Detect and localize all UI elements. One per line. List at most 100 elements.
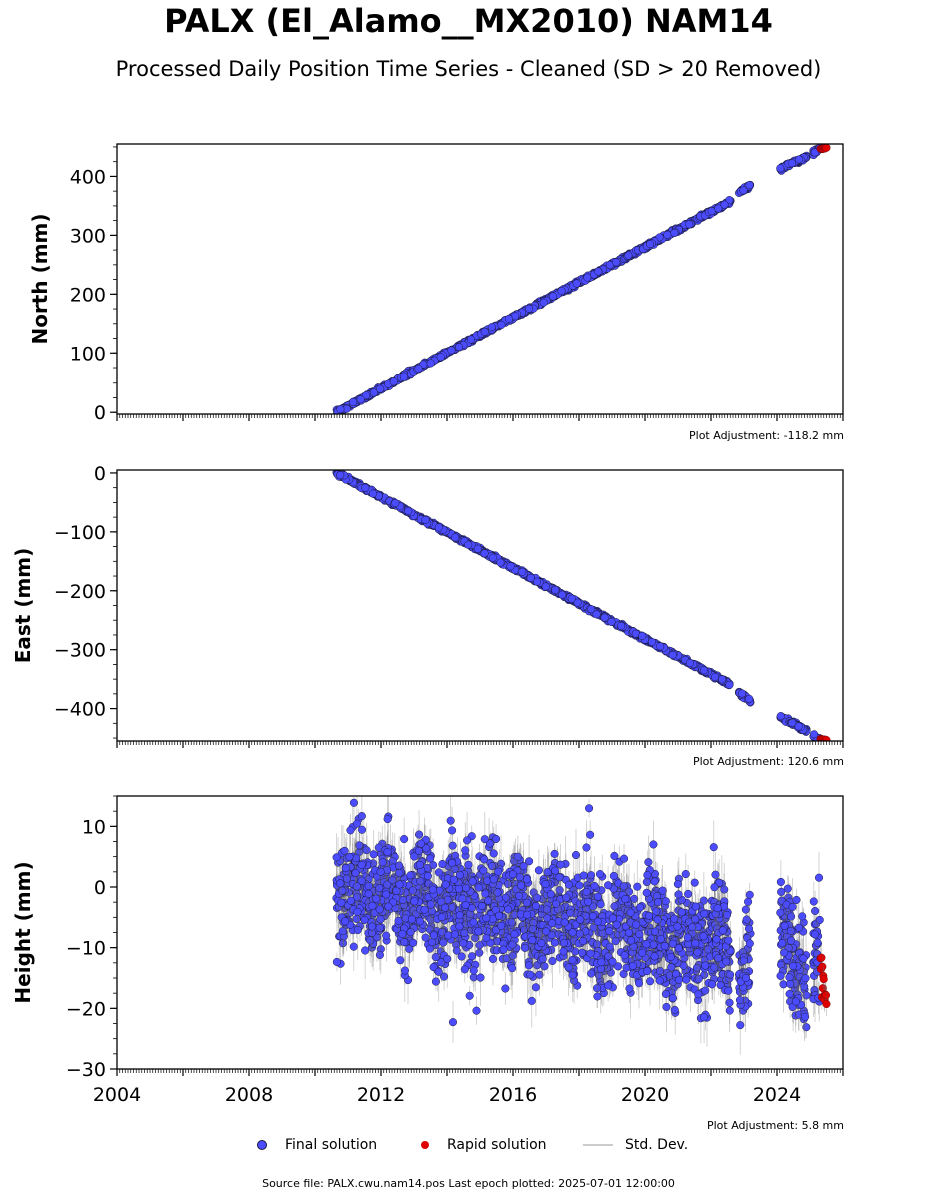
final-point — [612, 258, 621, 267]
panel-0: 0 100 200 300 400 North (mm) — [28, 143, 844, 424]
final-point — [526, 573, 535, 582]
final-point — [473, 544, 482, 553]
final-point — [332, 957, 341, 967]
rapid-point — [822, 736, 831, 741]
final-point — [531, 983, 540, 992]
final-point — [624, 251, 633, 260]
y-tick-label: −400 — [54, 699, 106, 721]
final-point — [472, 1006, 481, 1015]
final-point — [739, 186, 748, 195]
y-tick-label: −100 — [54, 522, 106, 544]
panel-1: 0 −100 −200 −300 −400 East (mm) — [11, 463, 844, 748]
final-point — [662, 1002, 671, 1012]
y-tick-label: 0 — [94, 463, 106, 485]
final-point — [414, 364, 423, 373]
final-point — [594, 267, 603, 276]
axes-frame-1 — [116, 469, 844, 742]
final-point — [541, 582, 550, 591]
final-point — [399, 372, 408, 381]
y-axis-label: East (mm) — [11, 548, 35, 664]
final-point — [460, 965, 469, 974]
final-point — [475, 941, 484, 950]
final-point — [404, 506, 413, 516]
final-point — [480, 327, 489, 336]
final-point — [336, 471, 345, 480]
final-point — [592, 610, 601, 619]
final-point — [710, 673, 720, 682]
final-point — [454, 343, 464, 352]
axes-frame-0 — [116, 143, 844, 415]
final-point — [725, 680, 734, 689]
final-point — [647, 637, 657, 647]
final-point — [583, 273, 592, 282]
final-point — [356, 395, 365, 404]
final-point — [600, 613, 609, 622]
final-point — [738, 689, 747, 698]
final-point — [539, 298, 548, 307]
final-point — [533, 577, 542, 586]
final-point — [699, 896, 708, 905]
final-point — [466, 335, 476, 344]
final-point — [718, 675, 727, 684]
final-point — [670, 228, 679, 238]
chart-subtitle: Processed Daily Position Time Series - C… — [115, 57, 822, 81]
final-point — [668, 650, 677, 660]
final-point — [391, 498, 400, 508]
final-point — [646, 240, 655, 249]
y-tick-label: −300 — [54, 640, 106, 662]
final-point — [557, 286, 566, 296]
y-tick-label: 300 — [70, 225, 106, 247]
final-point — [607, 617, 616, 626]
final-point — [487, 323, 496, 332]
final-point — [426, 359, 435, 368]
final-point — [638, 631, 647, 641]
final-point — [794, 722, 803, 731]
y-tick-label: 400 — [70, 166, 106, 188]
final-point — [810, 730, 819, 739]
y-tick-label: −200 — [54, 581, 106, 603]
final-point — [685, 658, 695, 668]
final-point — [776, 712, 785, 721]
final-point — [535, 970, 544, 979]
rapid-point — [822, 144, 831, 152]
final-point — [496, 558, 505, 567]
final-point — [573, 598, 582, 607]
final-point — [745, 181, 754, 190]
final-point — [585, 804, 594, 813]
final-point — [349, 397, 358, 407]
final-point — [376, 384, 385, 393]
final-point — [518, 567, 527, 576]
final-point — [488, 954, 497, 964]
final-point — [525, 304, 534, 313]
final-point — [670, 1005, 679, 1014]
y-tick-label: 0 — [94, 402, 106, 424]
final-point — [436, 353, 445, 362]
final-point — [795, 155, 804, 164]
final-point — [720, 200, 729, 209]
final-point — [389, 377, 398, 386]
y-axis-label: North (mm) — [28, 213, 52, 344]
final-point — [558, 590, 567, 599]
final-point — [709, 843, 718, 852]
final-point — [464, 540, 473, 549]
final-point — [497, 320, 506, 329]
plot-area-0 — [332, 144, 831, 414]
final-point — [451, 533, 460, 542]
final-point — [788, 718, 797, 727]
final-point — [368, 489, 377, 498]
final-point — [745, 694, 754, 703]
final-point — [649, 840, 658, 849]
final-point — [701, 986, 710, 995]
final-point — [506, 562, 515, 571]
final-point — [810, 148, 819, 157]
final-point — [567, 594, 576, 603]
y-tick-label: 100 — [70, 343, 106, 365]
final-point — [587, 605, 596, 614]
final-point — [421, 515, 430, 525]
final-point — [656, 642, 665, 651]
final-point — [446, 816, 455, 825]
final-point — [548, 292, 558, 301]
